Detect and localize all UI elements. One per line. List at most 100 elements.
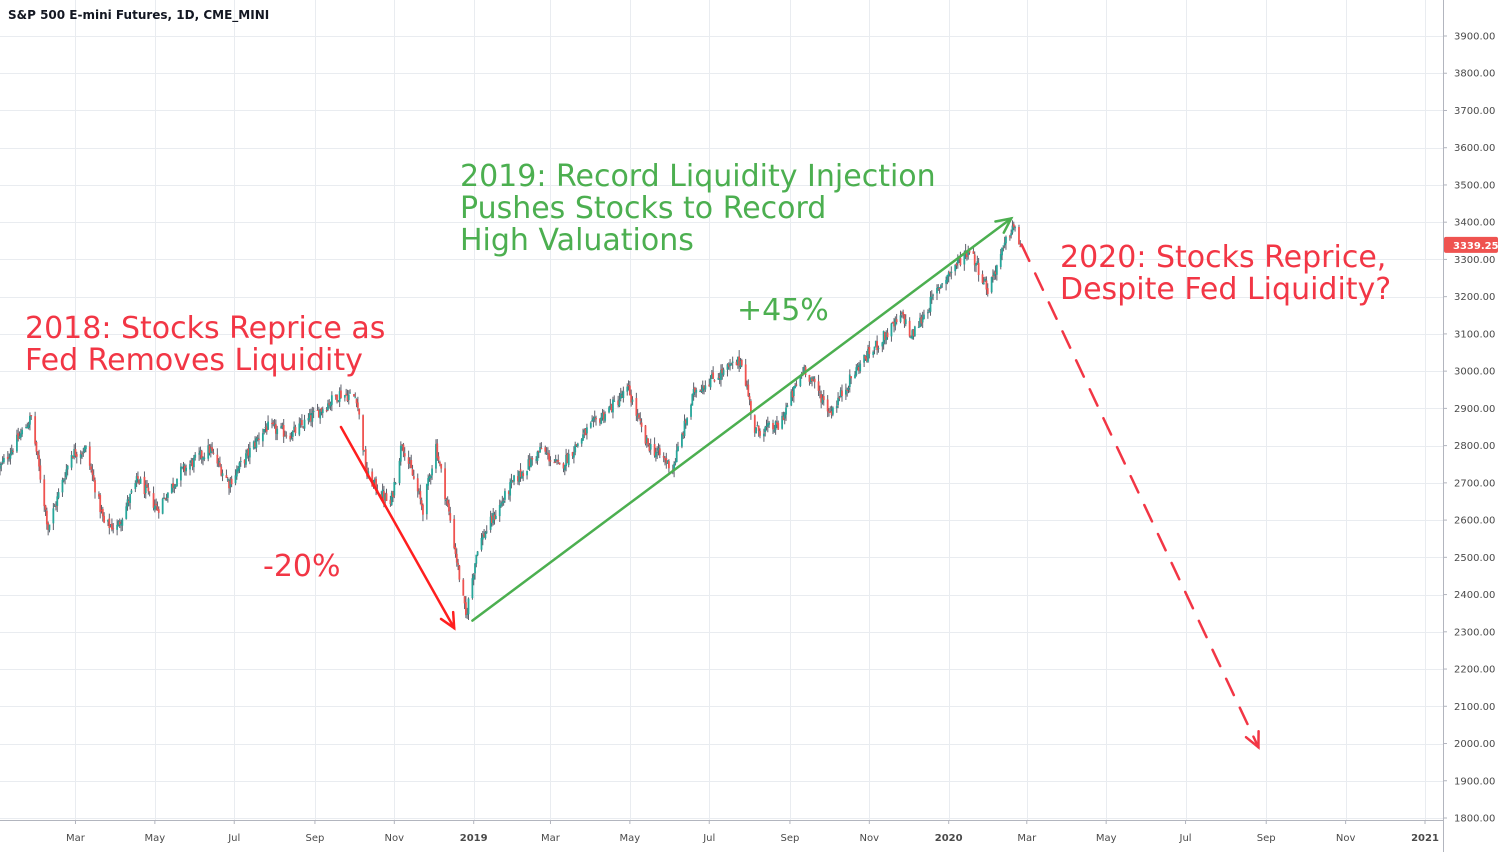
candle [882,330,885,350]
candle-body [64,478,66,480]
candle [621,390,623,398]
candle [992,269,994,283]
candle [267,415,269,430]
candle [302,426,305,429]
candle-body [73,448,76,458]
candle [530,456,532,468]
candle [556,459,558,465]
candle-body [932,294,934,296]
annotation-rise-pct: +45% [737,293,829,328]
candle [900,311,903,318]
candle [982,277,985,285]
candle [764,425,767,437]
candle-body [644,425,647,444]
candle [721,364,724,380]
candle-body [211,447,214,452]
candle-body [859,363,862,372]
candle [1003,236,1006,249]
candle-body [393,482,396,496]
candle [695,387,698,398]
candle-body [216,454,219,464]
candle-body [299,421,302,423]
candle [191,458,194,471]
candle-body [844,389,847,395]
time-tick-label: Sep [781,833,800,844]
candle-body [774,421,777,431]
candle-body [985,280,988,290]
candle-body [402,444,405,452]
candle-body [540,448,543,450]
candle-body [399,445,402,462]
candle-body [389,499,392,505]
candle [664,456,666,466]
candle [101,506,104,522]
candle-body [700,389,703,391]
candle [923,309,925,320]
candle [19,428,22,441]
candle-body [874,340,877,347]
candle [917,321,920,329]
candle [835,400,838,413]
candle [818,385,821,399]
candle [280,422,282,429]
candle [449,506,452,523]
candle [472,573,475,586]
candle-body [566,453,569,464]
candle [574,441,577,456]
candle [336,394,338,404]
candle [682,431,685,440]
candle [817,374,820,396]
candle [829,406,832,413]
candle-body [900,312,903,314]
candle-body [143,476,146,495]
candle [928,307,931,314]
candle-body [894,319,897,326]
candle-body [600,417,603,424]
candle [658,444,661,459]
candle [792,386,795,403]
candle-body [53,505,56,508]
candle [1019,240,1022,248]
candle [977,257,980,282]
candle-body [799,375,802,387]
candle-body [17,433,20,440]
candle-body [613,400,616,402]
candle [353,393,355,397]
candle [995,264,998,281]
candle [327,399,329,412]
candle [125,502,128,520]
candle-body [1003,242,1006,246]
candle-body [576,443,579,447]
candle-body [8,458,11,460]
candle [782,411,785,421]
candle [850,376,852,385]
candle-body [238,462,241,470]
candle-body [567,453,570,465]
candle-body [429,475,432,478]
candle [749,399,752,420]
candle [701,380,704,395]
candle [334,394,337,400]
candle-body [161,498,164,514]
candle [48,524,51,533]
candle [412,469,415,480]
candle [546,447,549,460]
candle [18,431,21,439]
candle [325,407,328,413]
time-tick-label: Nov [385,833,405,844]
candle [0,461,1,476]
candle [401,444,404,451]
candle [844,383,847,401]
candle-body [736,356,739,365]
time-tick-label: Nov [860,833,880,844]
candle-body [638,414,640,418]
candle [930,290,933,304]
candle-body [621,395,623,397]
candle [929,291,932,316]
candle [483,529,486,538]
candle [502,497,505,506]
candle-body [285,435,288,437]
candle-body [912,329,915,337]
candle [464,596,467,619]
